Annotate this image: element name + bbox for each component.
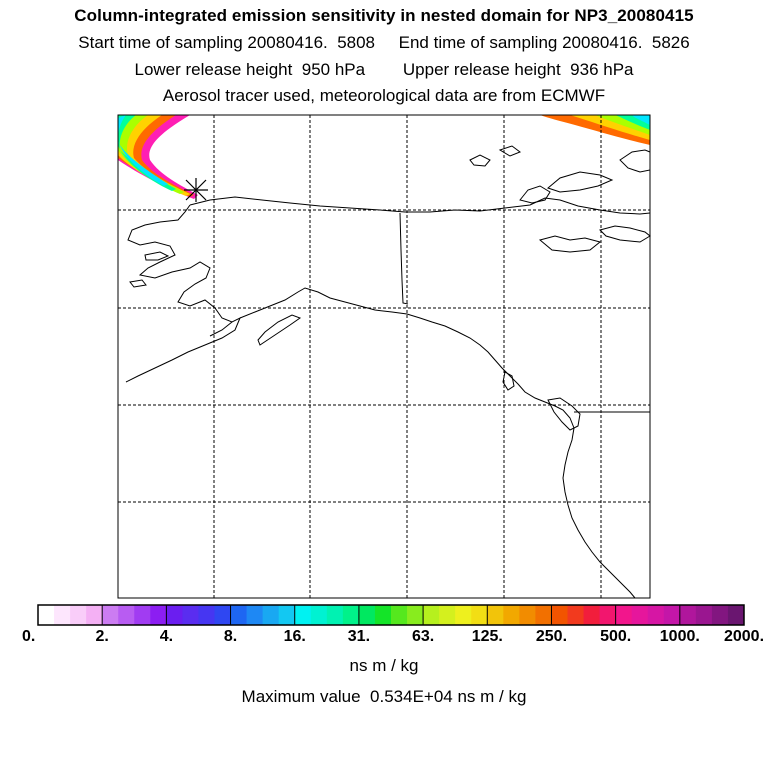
colorbar-swatch <box>727 605 745 625</box>
colorbar-swatch <box>118 605 135 625</box>
colorbar <box>38 605 745 625</box>
colorbar-tick-label: 500. <box>600 628 632 645</box>
colorbar-swatch <box>214 605 232 625</box>
colorbar-swatch <box>134 605 151 625</box>
colorbar-units: ns m / kg <box>349 656 419 675</box>
map-frame <box>117 114 651 599</box>
colorbar-swatch <box>439 605 456 625</box>
colorbar-swatch <box>262 605 280 625</box>
colorbar-swatch <box>310 605 328 625</box>
colorbar-swatch <box>358 605 376 625</box>
colorbar-swatch <box>471 605 488 625</box>
colorbar-swatch <box>679 605 697 625</box>
colorbar-swatch <box>407 605 424 625</box>
colorbar-swatch <box>342 605 360 625</box>
colorbar-swatch <box>535 605 552 625</box>
colorbar-tick-label: 31. <box>347 628 371 645</box>
colorbar-swatch <box>70 605 87 625</box>
colorbar-swatch <box>487 605 504 625</box>
colorbar-swatch <box>599 605 617 625</box>
colorbar-swatch <box>198 605 215 625</box>
colorbar-swatch <box>166 605 183 625</box>
maximum-value: Maximum value 0.534E+04 ns m / kg <box>241 687 527 706</box>
colorbar-tick-label: 1000. <box>659 628 700 645</box>
plume-left <box>118 115 198 199</box>
sampling-times: Start time of sampling 20080416. 5808 En… <box>78 33 690 52</box>
colorbar-swatch <box>615 605 633 625</box>
plume-right <box>540 115 650 145</box>
colorbar-swatch <box>519 605 536 625</box>
colorbar-swatch <box>663 605 681 625</box>
colorbar-swatch <box>150 605 167 625</box>
colorbar-swatch <box>326 605 344 625</box>
colorbar-swatch <box>182 605 199 625</box>
plot-title: Column-integrated emission sensitivity i… <box>74 6 694 25</box>
borders <box>399 212 650 413</box>
colorbar-swatch <box>503 605 520 625</box>
colorbar-swatch <box>38 605 55 625</box>
colorbar-swatch <box>695 605 713 625</box>
plume-band-5 <box>118 115 176 191</box>
colorbar-tick-label: 0. <box>22 628 36 645</box>
colorbar-swatch <box>278 605 296 625</box>
coastlines <box>125 145 651 599</box>
release-site-marker <box>184 178 208 202</box>
colorbar-swatch <box>631 605 649 625</box>
colorbar-swatch <box>230 605 248 625</box>
colorbar-swatch <box>551 605 568 625</box>
colorbar-tick-label: 125. <box>471 628 503 645</box>
colorbar-swatch <box>86 605 103 625</box>
colorbar-swatch <box>54 605 71 625</box>
colorbar-swatch <box>455 605 472 625</box>
release-heights: Lower release height 950 hPa Upper relea… <box>134 60 634 79</box>
colorbar-swatch <box>102 605 119 625</box>
plume-band-6 <box>118 115 168 186</box>
colorbar-tick-label: 250. <box>535 628 568 645</box>
colorbar-swatch <box>647 605 665 625</box>
colorbar-frame <box>37 604 745 626</box>
colorbar-swatch <box>294 605 312 625</box>
colorbar-tick-label: 16. <box>283 628 306 645</box>
colorbar-swatch <box>423 605 440 625</box>
colorbar-tick-label: 2. <box>95 628 109 645</box>
colorbar-tick-label: 4. <box>159 628 174 645</box>
colorbar-swatch <box>374 605 392 625</box>
colorbar-swatch <box>391 605 408 625</box>
colorbar-tick-label: 2000. <box>723 628 765 645</box>
colorbar-swatch <box>567 605 585 625</box>
plume-r-band-5 <box>632 115 650 125</box>
colorbar-swatch <box>583 605 601 625</box>
tracer-info: Aerosol tracer used, meteorological data… <box>162 86 606 105</box>
colorbar-swatch <box>711 605 729 625</box>
plume-band-3 <box>118 115 190 196</box>
colorbar-tick-label: 8. <box>223 628 238 645</box>
colorbar-swatch <box>246 605 264 625</box>
colorbar-tick-label: 63. <box>411 628 435 645</box>
